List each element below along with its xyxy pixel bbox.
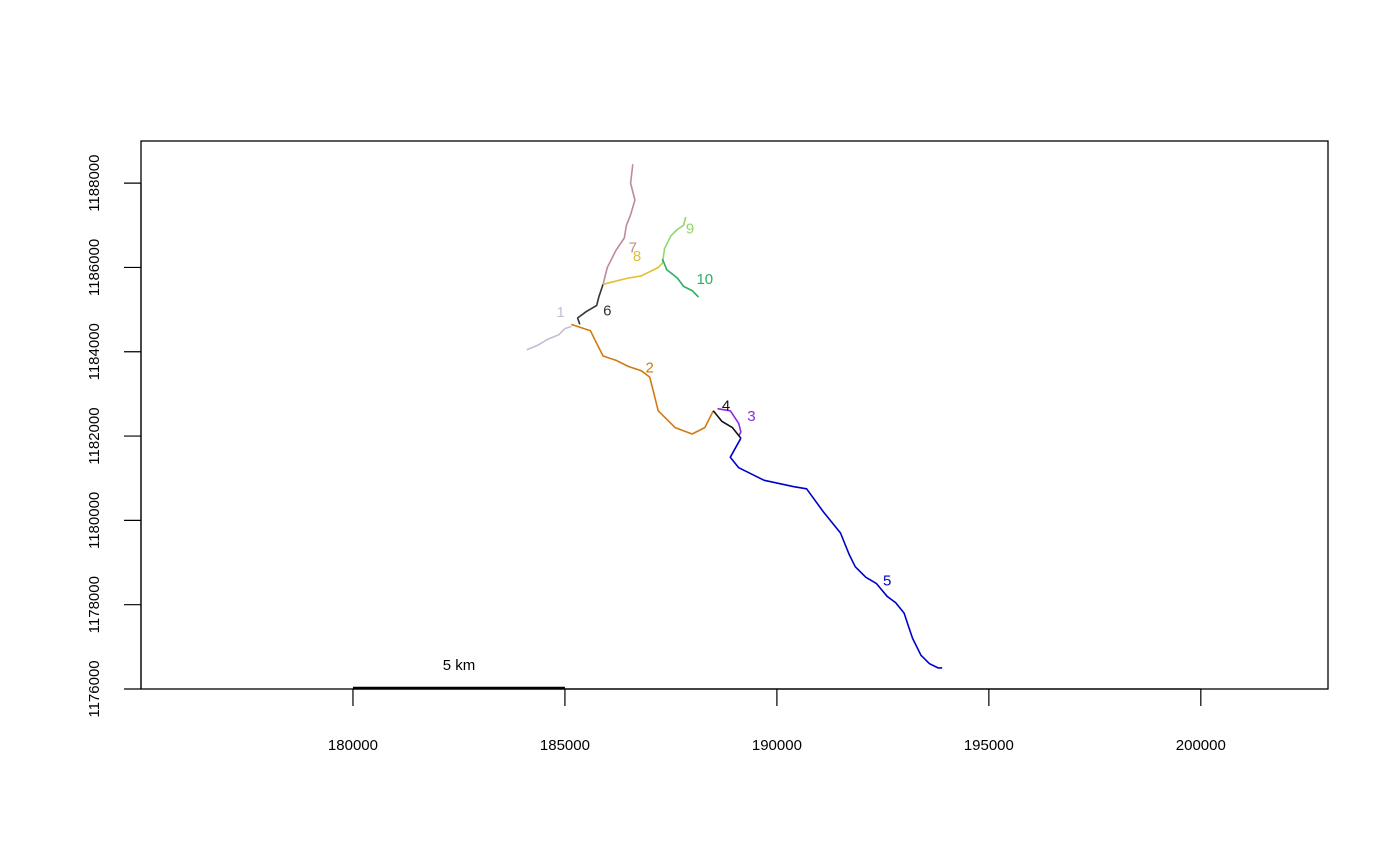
segment-2-line (571, 323, 715, 435)
y-tick-label: 1188000 (86, 155, 103, 212)
plot-frame (140, 140, 1329, 690)
scale-bar: 5 km (352, 657, 565, 690)
segment-3-line (717, 407, 742, 437)
scale-bar-label: 5 km (443, 657, 476, 674)
river-segments (526, 164, 943, 669)
segment-4-line (712, 410, 742, 439)
segment-7-line (602, 164, 636, 285)
segment-2-label: 2 (646, 360, 654, 377)
y-tick-label: 1182000 (86, 407, 103, 464)
segment-7-label: 7 (629, 239, 637, 256)
x-axis: 180000 185000 190000 195000 200000 (328, 688, 1226, 754)
segment-4-label: 4 (722, 398, 730, 415)
segment-3-label: 3 (747, 408, 755, 425)
segment-9-label: 9 (686, 220, 694, 237)
segment-5-label: 5 (883, 572, 891, 589)
segment-6-line (576, 284, 604, 325)
x-tick-label: 180000 (328, 737, 378, 754)
segment-6-label: 6 (603, 303, 611, 320)
y-axis: 1176000 1178000 1180000 1182000 1184000 11860… (86, 155, 142, 718)
y-tick-label: 1184000 (86, 323, 103, 380)
x-tick-label: 190000 (752, 737, 802, 754)
segment-8-line (602, 262, 663, 286)
x-tick-label: 185000 (540, 737, 590, 754)
segment-5-line (729, 437, 943, 669)
segment-8-label: 8 (633, 248, 641, 265)
segment-9-line (661, 216, 687, 264)
segment-1-line (526, 325, 572, 351)
segment-1-label: 1 (557, 304, 565, 321)
x-tick-label: 200000 (1176, 737, 1226, 754)
y-tick-label: 1186000 (86, 239, 103, 296)
x-tick-label: 195000 (964, 737, 1014, 754)
y-tick-label: 1180000 (86, 492, 103, 549)
segment-10-label: 10 (696, 271, 713, 288)
y-tick-label: 1176000 (86, 660, 103, 717)
segment-10-line (661, 258, 700, 298)
y-tick-label: 1178000 (86, 576, 103, 633)
